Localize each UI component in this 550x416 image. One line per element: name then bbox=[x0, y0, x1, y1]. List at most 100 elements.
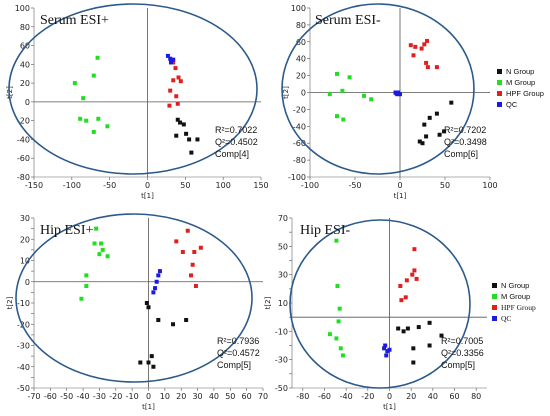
point-n-group bbox=[189, 150, 194, 155]
x-tick-label: 50 bbox=[180, 181, 190, 190]
y-tick-label: -40 bbox=[293, 122, 306, 131]
legend-swatch-qc bbox=[492, 316, 497, 321]
point-m-group bbox=[327, 332, 332, 337]
comp-stat: Comp[5] bbox=[217, 360, 251, 370]
q2-stat: Q²=0.4502 bbox=[215, 137, 258, 147]
legend-hip: N Group M Group HPF Group QC bbox=[492, 281, 536, 323]
point-n-group bbox=[437, 132, 442, 137]
point-n-group bbox=[449, 100, 454, 105]
legend-swatch-m-group bbox=[497, 80, 502, 85]
point-n-group bbox=[434, 111, 439, 116]
point-qc bbox=[385, 349, 390, 354]
y-tick-label: -30 bbox=[275, 356, 288, 365]
legend-label-hpf-group: HPF Group bbox=[506, 89, 544, 98]
point-n-group bbox=[146, 360, 151, 365]
legend-label-m-group: M Group bbox=[501, 292, 530, 301]
point-hpf-group bbox=[403, 295, 408, 300]
point-m-group bbox=[97, 252, 102, 257]
y-axis-label: t[2] bbox=[6, 296, 14, 309]
point-m-group bbox=[334, 238, 339, 243]
x-tick-label: 0 bbox=[387, 392, 392, 401]
x-tick-label: -70 bbox=[27, 392, 40, 401]
x-axis-label: t[1] bbox=[383, 403, 396, 411]
panel-title: Serum ESI- bbox=[315, 13, 381, 28]
panel-hip-esi-pos: -70 -60 -50 -40 -30 -20 -10 0 10 20 30 40 50 60 70-50-… bbox=[6, 213, 268, 411]
point-n-group bbox=[178, 120, 183, 125]
panel-hip-esi-neg: -80 -60 -40 -20 0 20 40 60 80 -50 -30 -10 10 30 50 70 t[… bbox=[264, 214, 487, 411]
comp-stat: Comp[6] bbox=[444, 149, 478, 159]
point-hpf-group bbox=[185, 228, 190, 233]
y-tick-label: 100 bbox=[291, 4, 306, 13]
y-tick-label: -50 bbox=[275, 384, 288, 393]
point-m-group bbox=[340, 353, 345, 358]
point-n-group bbox=[442, 129, 447, 134]
panel-title: Hip ESI- bbox=[300, 223, 351, 238]
x-tick-label: -30 bbox=[93, 392, 106, 401]
r2-stat: R²=0.7022 bbox=[215, 125, 257, 135]
x-tick-label: -150 bbox=[25, 181, 43, 190]
x-tick-label: 100 bbox=[216, 181, 231, 190]
point-n-group bbox=[138, 360, 143, 365]
x-tick-label: -100 bbox=[301, 181, 319, 190]
y-tick-label: 20 bbox=[20, 79, 30, 88]
q2-stat: Q²=0.3498 bbox=[444, 137, 487, 147]
legend-swatch-qc bbox=[497, 102, 502, 107]
point-n-group bbox=[146, 305, 151, 310]
point-m-group bbox=[72, 81, 77, 86]
x-axis-label: t[1] bbox=[394, 192, 407, 200]
x-tick-label: 100 bbox=[482, 181, 497, 190]
x-axis-label: t[1] bbox=[141, 192, 154, 200]
point-n-group bbox=[174, 133, 179, 138]
point-n-group bbox=[181, 122, 186, 127]
y-tick-label: 40 bbox=[20, 60, 30, 69]
y-tick-label: -50 bbox=[17, 384, 30, 393]
point-qc bbox=[171, 57, 176, 62]
point-n-group bbox=[175, 117, 180, 122]
point-n-group bbox=[151, 364, 156, 369]
y-tick-label: -40 bbox=[17, 135, 30, 144]
point-m-group bbox=[92, 241, 97, 246]
point-n-group bbox=[411, 360, 416, 365]
point-m-group bbox=[91, 73, 96, 78]
point-hpf-group bbox=[424, 60, 429, 65]
x-tick-label: -50 bbox=[60, 392, 73, 401]
x-tick-label: -20 bbox=[109, 392, 122, 401]
point-hpf-group bbox=[434, 65, 439, 70]
x-tick-label: 80 bbox=[471, 392, 481, 401]
legend-label-qc: QC bbox=[501, 314, 511, 323]
x-tick-label: 150 bbox=[253, 181, 268, 190]
point-n-group bbox=[156, 318, 161, 322]
point-qc bbox=[394, 91, 399, 96]
point-hpf-group bbox=[412, 247, 417, 252]
legend-serum: N Group M Group HPF Group QC bbox=[497, 67, 544, 109]
point-n-group bbox=[401, 329, 406, 334]
legend-swatch-m-group bbox=[492, 294, 497, 299]
hotelling-ellipse bbox=[289, 219, 471, 389]
point-n-group bbox=[417, 139, 422, 144]
point-m-group bbox=[341, 117, 346, 122]
x-tick-label: 0 bbox=[145, 181, 150, 190]
x-axis-label: t[1] bbox=[142, 403, 155, 411]
x-tick-label: 70 bbox=[258, 392, 268, 401]
point-hpf-group bbox=[414, 276, 419, 281]
point-hpf-group bbox=[399, 298, 404, 303]
point-qc bbox=[151, 290, 156, 295]
point-n-group bbox=[411, 346, 416, 351]
point-qc bbox=[153, 286, 158, 291]
point-hpf-group bbox=[168, 88, 173, 93]
point-m-group bbox=[336, 319, 341, 324]
point-m-group bbox=[81, 96, 86, 101]
y-tick-label: -20 bbox=[17, 320, 30, 329]
point-n-group bbox=[427, 115, 432, 120]
x-tick-label: -80 bbox=[296, 392, 309, 401]
point-hpf-group bbox=[425, 38, 429, 43]
point-n-group bbox=[187, 137, 192, 142]
y-tick-label: 10 bbox=[278, 299, 288, 308]
y-tick-label: 10 bbox=[20, 257, 30, 266]
y-tick-label: 0 bbox=[25, 278, 30, 287]
point-n-group bbox=[144, 301, 149, 305]
legend-swatch-hpf-group bbox=[497, 91, 502, 96]
x-tick-label: 40 bbox=[428, 392, 438, 401]
y-tick-label: 30 bbox=[20, 214, 30, 223]
point-m-group bbox=[105, 254, 110, 259]
